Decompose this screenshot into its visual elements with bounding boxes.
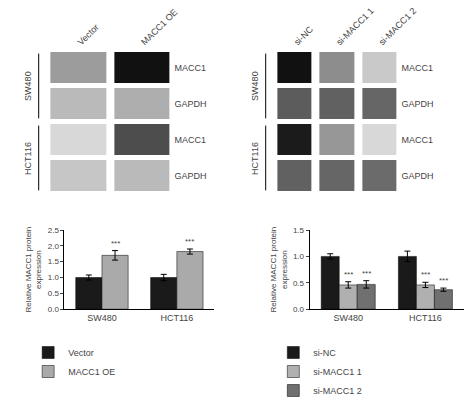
svg-text:GAPDH: GAPDH <box>401 99 433 109</box>
svg-text:***: *** <box>362 269 371 278</box>
svg-text:MACC1 OE: MACC1 OE <box>139 7 179 47</box>
svg-text:0.0: 0.0 <box>48 305 60 314</box>
svg-text:MACC1: MACC1 <box>401 63 433 73</box>
svg-text:1.0: 1.0 <box>293 252 305 261</box>
svg-text:Vector: Vector <box>76 22 101 47</box>
svg-text:Vector: Vector <box>68 348 94 358</box>
svg-text:1.0: 1.0 <box>48 273 60 282</box>
svg-text:si-MACC1 1: si-MACC1 1 <box>334 6 375 47</box>
svg-text:***: *** <box>421 270 430 279</box>
svg-text:MACC1: MACC1 <box>174 63 206 73</box>
svg-text:SW480: SW480 <box>87 313 117 323</box>
svg-text:si-MACC1 2: si-MACC1 2 <box>377 6 418 47</box>
svg-text:0.0: 0.0 <box>293 305 305 314</box>
svg-text:si-MACC1 2: si-MACC1 2 <box>313 386 362 396</box>
svg-text:MACC1: MACC1 <box>401 135 433 145</box>
svg-text:0.5: 0.5 <box>48 289 60 298</box>
svg-text:2.0: 2.0 <box>48 242 60 251</box>
svg-text:SW480: SW480 <box>333 313 363 323</box>
svg-text:***: *** <box>439 276 448 285</box>
svg-text:***: *** <box>185 237 194 246</box>
svg-text:HCT116: HCT116 <box>409 313 442 323</box>
svg-text:GAPDH: GAPDH <box>401 171 433 181</box>
svg-text:HCT116: HCT116 <box>250 142 260 175</box>
svg-text:1.5: 1.5 <box>293 226 305 235</box>
svg-text:SW480: SW480 <box>250 71 260 101</box>
svg-text:si-NC: si-NC <box>313 348 336 358</box>
svg-text:GAPDH: GAPDH <box>174 171 206 181</box>
svg-text:0.5: 0.5 <box>293 279 305 288</box>
svg-text:GAPDH: GAPDH <box>174 99 206 109</box>
svg-text:***: *** <box>344 270 353 279</box>
svg-text:si-MACC1 1: si-MACC1 1 <box>313 367 362 377</box>
svg-text:***: *** <box>111 239 120 248</box>
svg-text:MACC1 OE: MACC1 OE <box>68 367 115 377</box>
svg-text:si-NC: si-NC <box>292 24 315 47</box>
svg-text:SW480: SW480 <box>23 71 33 101</box>
svg-text:HCT116: HCT116 <box>23 142 33 175</box>
svg-text:Relative MACC1 proteinexpressi: Relative MACC1 proteinexpression <box>24 227 43 313</box>
svg-text:1.5: 1.5 <box>48 257 60 266</box>
svg-text:Relative MACC1 proteinexpressi: Relative MACC1 proteinexpression <box>269 227 288 313</box>
svg-text:2.5: 2.5 <box>48 226 60 235</box>
svg-text:HCT116: HCT116 <box>160 313 193 323</box>
svg-text:MACC1: MACC1 <box>174 135 206 145</box>
